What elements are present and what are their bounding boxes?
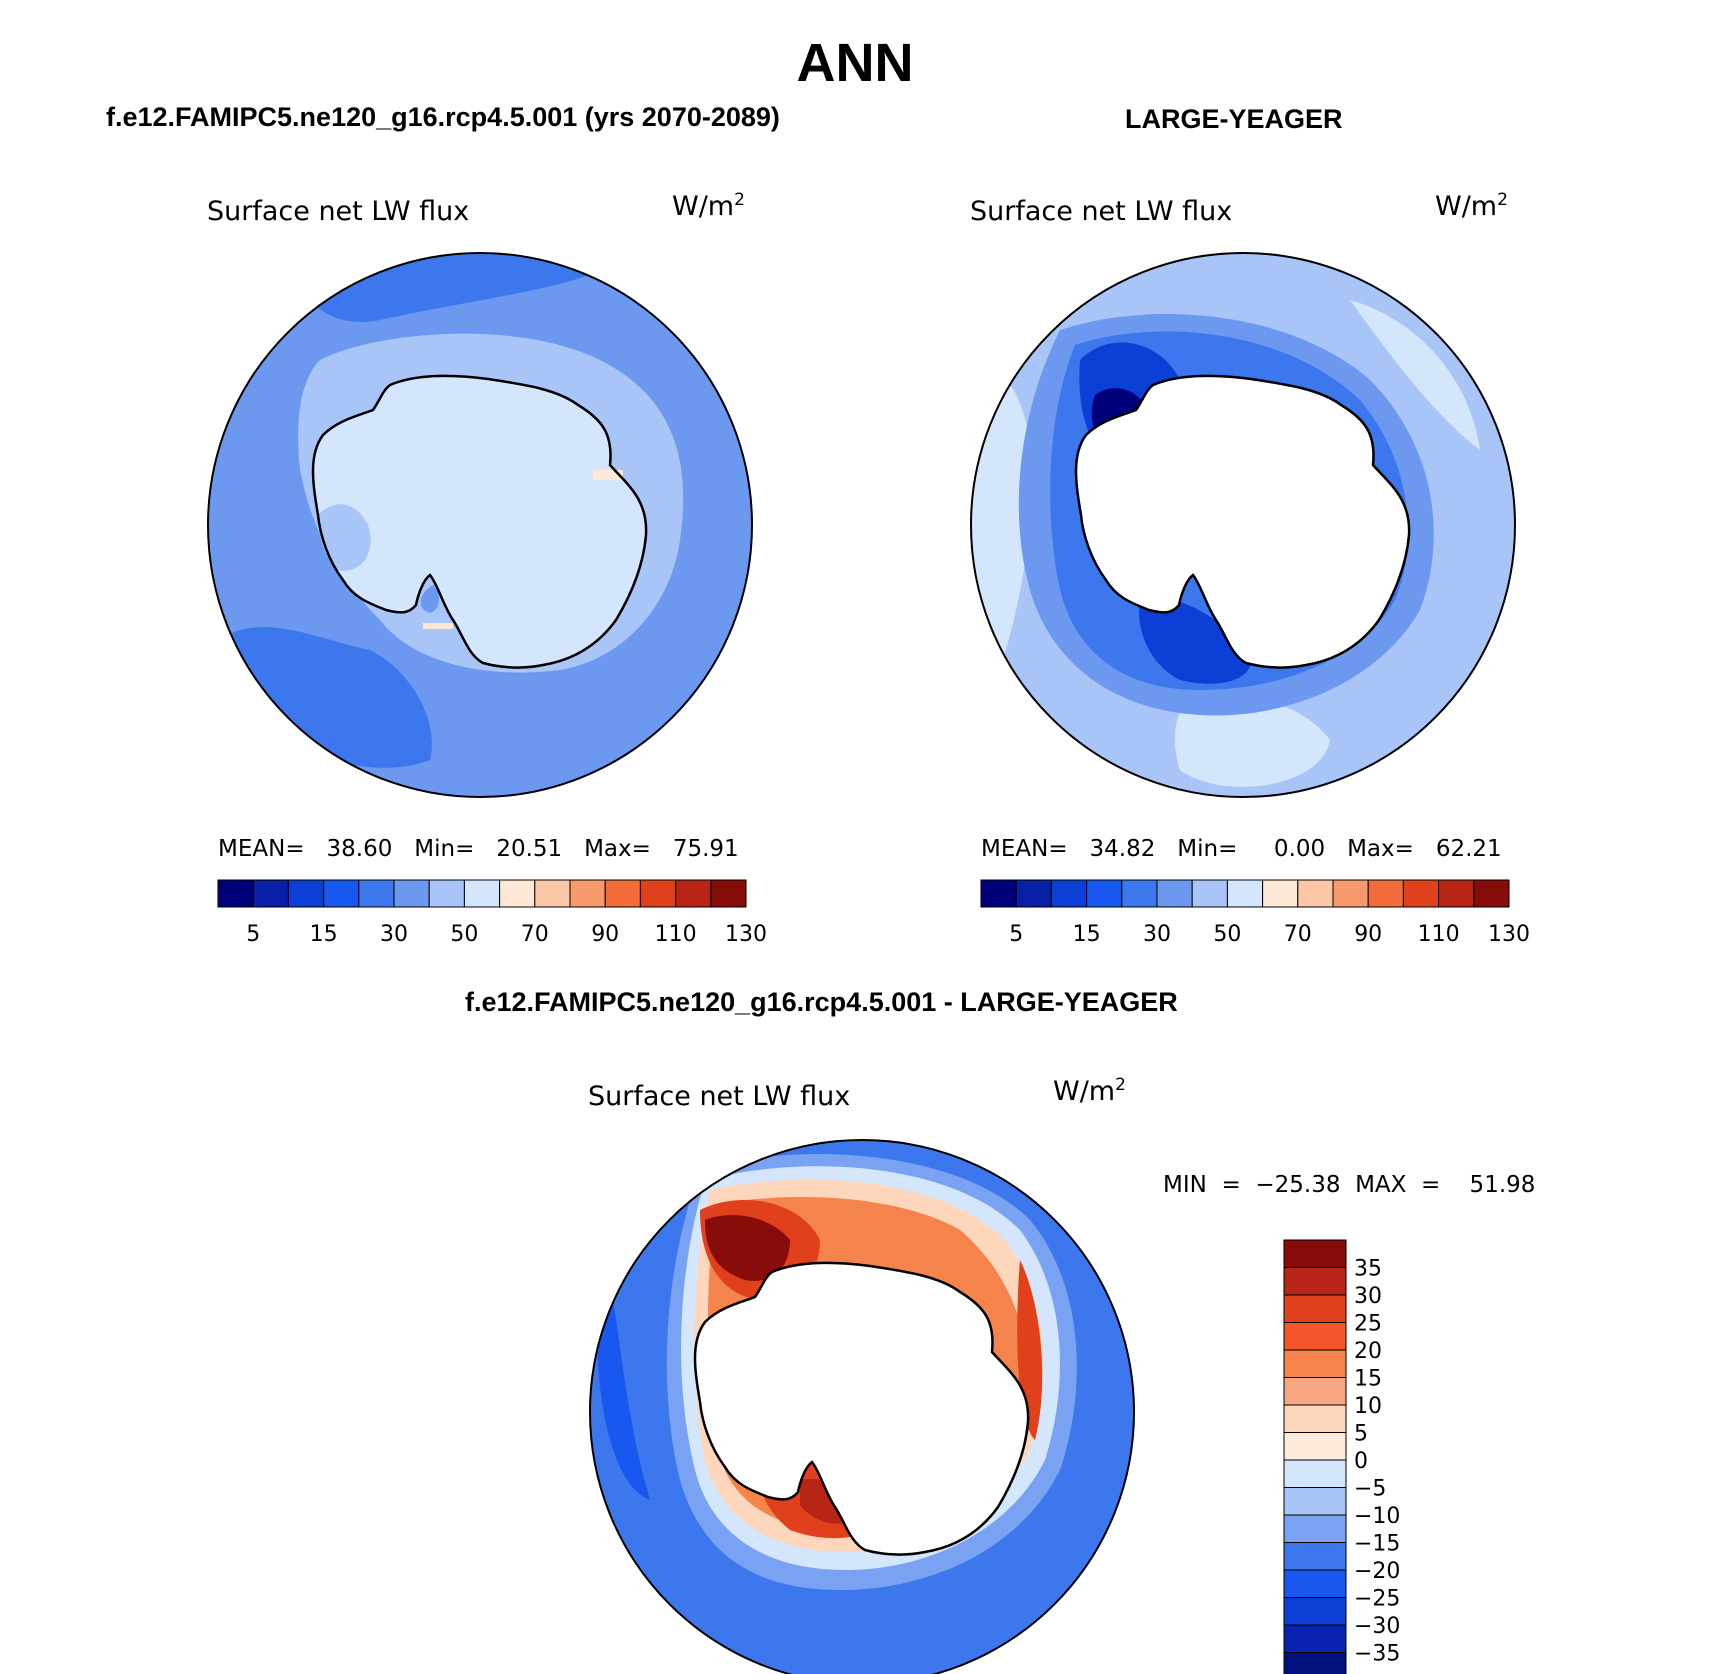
obs-case-title: LARGE-YEAGER <box>1125 104 1343 134</box>
colorbar-tick-label: 15 <box>310 922 338 947</box>
colorbar-tick-label: 110 <box>655 922 697 947</box>
colorbar-swatch <box>217 879 254 908</box>
colorbar-tick-label: 0 <box>1354 1449 1368 1474</box>
colorbar-swatch <box>1283 1267 1347 1296</box>
colorbar-swatch <box>1283 1624 1347 1653</box>
colorbar-swatch <box>1050 879 1088 908</box>
colorbar-tick-label: −35 <box>1354 1642 1400 1667</box>
colorbar-tick-label: 50 <box>1213 922 1241 947</box>
colorbar-swatch <box>1473 879 1510 908</box>
obs-panel-label: Surface net LW flux <box>970 196 1233 227</box>
colorbar-tick-label: 90 <box>1354 922 1382 947</box>
colorbar-tick-label: 10 <box>1354 1394 1382 1419</box>
diff-stats: MIN = −25.38 MAX = 51.98 <box>1163 1172 1536 1198</box>
figure-title: ANN <box>796 33 914 93</box>
colorbar-swatch <box>252 879 289 908</box>
colorbar-tick-label: 25 <box>1354 1312 1382 1337</box>
colorbar-swatch <box>1283 1239 1347 1268</box>
colorbar-swatch <box>1283 1349 1347 1378</box>
colorbar-tick-label: −10 <box>1354 1504 1400 1529</box>
diff-panel-label: Surface net LW flux <box>588 1081 851 1112</box>
colorbar-tick-label: −25 <box>1354 1587 1400 1612</box>
obs-units: W/m2 <box>1435 190 1508 222</box>
colorbar-swatch <box>1297 879 1334 908</box>
colorbar-swatch <box>1332 879 1369 908</box>
colorbar-tick-label: 20 <box>1354 1339 1382 1364</box>
colorbar-swatch <box>639 879 677 908</box>
colorbar-swatch <box>1262 879 1299 908</box>
obs-map <box>970 252 1516 798</box>
diff-units: W/m2 <box>1053 1075 1126 1107</box>
colorbar-tick-label: −30 <box>1354 1614 1400 1639</box>
colorbar-tick-label: 110 <box>1418 922 1460 947</box>
colorbar-tick-label: 30 <box>1354 1284 1382 1309</box>
colorbar-swatch <box>604 879 641 908</box>
colorbar-swatch <box>428 879 465 908</box>
colorbar-swatch <box>1283 1294 1347 1323</box>
colorbar-tick-label: 15 <box>1073 922 1101 947</box>
colorbar-tick-label: 130 <box>1488 922 1530 947</box>
colorbar-swatch <box>1283 1569 1347 1598</box>
colorbar-swatch <box>1283 1597 1347 1626</box>
colorbar-swatch <box>393 879 430 908</box>
colorbar-tick-label: 5 <box>246 922 260 947</box>
diff-case-title: f.e12.FAMIPC5.ne120_g16.rcp4.5.001 - LAR… <box>465 987 1178 1017</box>
colorbar-tick-label: 130 <box>725 922 767 947</box>
colorbar-swatch <box>1015 879 1052 908</box>
colorbar-swatch <box>710 879 747 908</box>
colorbar-swatch <box>1283 1322 1347 1351</box>
model-panel-label: Surface net LW flux <box>207 196 470 227</box>
model-colorbar: 5 15 30 50 70 90 110 130 <box>217 879 767 947</box>
colorbar-swatch <box>1226 879 1264 908</box>
colorbar-swatch <box>1191 879 1228 908</box>
colorbar-tick-label: 90 <box>591 922 619 947</box>
colorbar-tick-label: −15 <box>1354 1532 1400 1557</box>
obs-colorbar: 5 15 30 50 70 90 110 130 <box>980 879 1530 947</box>
diff-map <box>589 1139 1135 1674</box>
colorbar-swatch <box>1283 1377 1347 1406</box>
colorbar-swatch <box>1283 1514 1347 1543</box>
colorbar-swatch <box>1283 1432 1347 1461</box>
colorbar-tick-label: 5 <box>1354 1422 1368 1447</box>
colorbar-tick-label: 70 <box>521 922 549 947</box>
colorbar-swatch <box>675 879 712 908</box>
model-units: W/m2 <box>672 190 745 222</box>
colorbar-tick-label: 70 <box>1284 922 1312 947</box>
model-map <box>207 252 753 798</box>
colorbar-swatch <box>463 879 501 908</box>
colorbar-swatch <box>1438 879 1475 908</box>
colorbar-swatch <box>980 879 1017 908</box>
model-case-title: f.e12.FAMIPC5.ne120_g16.rcp4.5.001 (yrs … <box>106 102 780 132</box>
colorbar-swatch <box>499 879 536 908</box>
colorbar-swatch <box>287 879 325 908</box>
colorbar-swatch <box>534 879 571 908</box>
colorbar-tick-label: 30 <box>1143 922 1171 947</box>
colorbar-swatch <box>1283 1487 1347 1516</box>
colorbar-tick-label: 30 <box>380 922 408 947</box>
colorbar-swatch <box>1156 879 1193 908</box>
obs-stats: MEAN= 34.82 Min= 0.00 Max= 62.21 <box>981 836 1502 862</box>
colorbar-swatch <box>1086 879 1123 908</box>
colorbar-tick-label: 35 <box>1354 1257 1382 1282</box>
colorbar-tick-label: −5 <box>1354 1477 1386 1502</box>
colorbar-swatch <box>1283 1652 1347 1674</box>
colorbar-tick-label: −20 <box>1354 1559 1400 1584</box>
colorbar-swatch <box>1283 1542 1347 1571</box>
colorbar-swatch <box>1283 1459 1347 1488</box>
colorbar-swatch <box>1121 879 1158 908</box>
colorbar-tick-label: 50 <box>450 922 478 947</box>
colorbar-swatch <box>358 879 395 908</box>
colorbar-swatch <box>323 879 360 908</box>
colorbar-tick-label: 15 <box>1354 1367 1382 1392</box>
colorbar-tick-label: 5 <box>1009 922 1023 947</box>
model-stats: MEAN= 38.60 Min= 20.51 Max= 75.91 <box>218 836 739 862</box>
colorbar-swatch <box>569 879 606 908</box>
colorbar-swatch <box>1367 879 1404 908</box>
colorbar-swatch <box>1283 1404 1347 1433</box>
colorbar-swatch <box>1402 879 1440 908</box>
